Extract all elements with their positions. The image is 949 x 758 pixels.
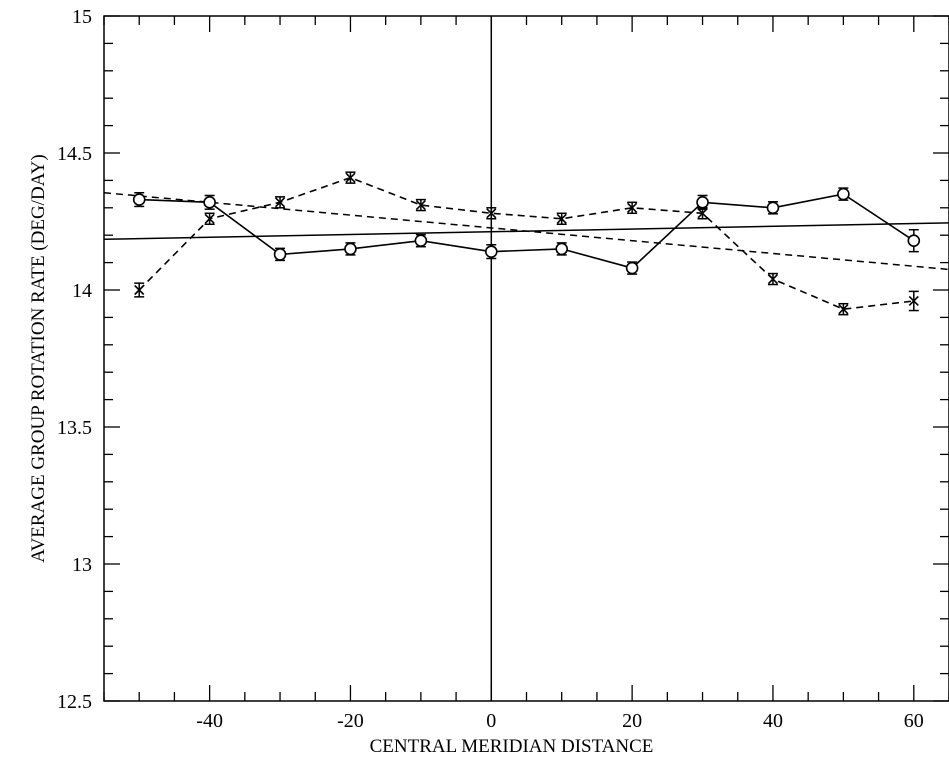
x-axis-label: CENTRAL MERIDIAN DISTANCE: [370, 736, 654, 757]
data-point-x: [908, 295, 919, 307]
x-marker-stroke: [767, 273, 779, 285]
data-point-circle: [766, 201, 780, 215]
data-point-x: [134, 284, 145, 296]
series-line-1: [139, 193, 915, 269]
y-tick-label: 13.5: [57, 417, 92, 439]
axes: -40 -20 0 20 40 60 12.5 13 13.5 14 14.5 15: [57, 6, 949, 732]
x-marker-stroke: [627, 202, 638, 213]
data-point-x: [556, 213, 567, 224]
data-point-x: [838, 304, 849, 315]
data-point-circle: [344, 242, 357, 256]
data-point-circle: [414, 234, 428, 247]
data-point-circle: [273, 248, 287, 261]
x-marker-stroke: [274, 197, 286, 208]
x-marker-stroke: [838, 304, 849, 315]
data-point-circle: [484, 245, 498, 258]
fit-line: [103, 191, 949, 271]
data-point-x: [627, 202, 638, 213]
x-tick-label: 40: [763, 710, 783, 732]
data-point-circle: [203, 196, 216, 209]
data-point-circle: [132, 193, 146, 206]
x-marker-stroke: [204, 213, 215, 224]
data-point-circle: [907, 234, 921, 247]
data-point-circle: [555, 242, 569, 256]
y-tick-label: 13: [72, 554, 92, 576]
x-marker-stroke: [908, 295, 919, 307]
x-tick-label: -20: [337, 710, 364, 732]
x-marker-stroke: [556, 213, 567, 224]
y-tick-label: 15: [72, 6, 92, 28]
x-marker-stroke: [345, 172, 356, 183]
y-tick-label: 12.5: [57, 691, 92, 713]
x-marker-stroke: [486, 208, 497, 219]
x-tick-label: 60: [904, 710, 924, 732]
data-point-x: [415, 199, 426, 211]
data-point-x: [204, 213, 215, 224]
x-tick-label: -40: [196, 710, 223, 732]
plot-area: [103, 16, 949, 701]
data-point-circle: [696, 196, 709, 209]
x-tick-label: 20: [622, 710, 642, 732]
y-tick-label: 14: [72, 280, 92, 302]
data-point-x: [345, 172, 356, 183]
y-axis-label: AVERAGE GROUP ROTATION RATE (DEG/DAY): [28, 154, 49, 562]
x-marker-stroke: [134, 284, 145, 296]
data-point-circle: [837, 187, 850, 201]
data-point-x: [274, 197, 286, 208]
data-point-x: [486, 208, 497, 219]
x-marker-stroke: [697, 208, 708, 219]
x-marker-stroke: [415, 199, 426, 211]
x-tick-label: 0: [486, 710, 496, 732]
data-point-x: [697, 208, 708, 219]
series-line-2: [138, 176, 914, 310]
data-point-circle: [625, 261, 639, 275]
plot-frame: [103, 15, 949, 702]
data-point-x: [767, 273, 779, 285]
y-tick-label: 14.5: [57, 143, 92, 165]
